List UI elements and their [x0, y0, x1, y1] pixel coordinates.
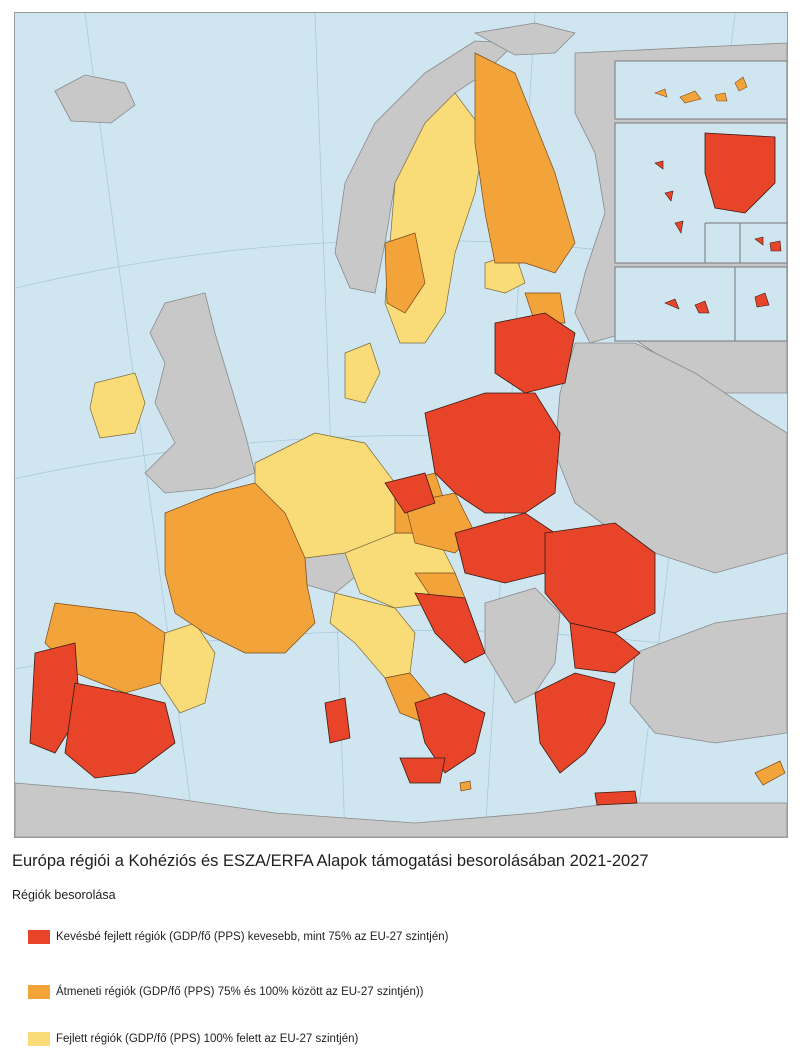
denmark [344, 342, 381, 404]
canary-islands-icon [654, 76, 748, 104]
czech-east [384, 472, 436, 514]
legend-swatch [28, 930, 50, 944]
malta [459, 780, 472, 792]
great-britain [144, 292, 256, 494]
map-frame [14, 12, 788, 838]
croatia [414, 592, 486, 664]
norway-north [473, 22, 576, 56]
caribbean-islands-icon [654, 160, 782, 252]
french-guiana-icon [704, 132, 776, 214]
map-title: Európa régiói a Kohéziós és ESZA/ERFA Al… [12, 852, 649, 870]
north-africa [15, 782, 787, 837]
legend-swatch [28, 1032, 50, 1046]
legend-title: Régiók besorolása [12, 888, 116, 902]
ireland [89, 372, 146, 439]
legend-label: Fejlett régiók (GDP/fő (PPS) 100% felett… [56, 1033, 359, 1045]
norway-sweden-north-transition [384, 232, 426, 314]
turkey [629, 612, 787, 744]
legend-item-transition: Átmeneti régiók (GDP/fő (PPS) 75% és 100… [28, 985, 424, 999]
latvia-lithuania [494, 312, 576, 394]
sardinia [324, 697, 351, 744]
greece [534, 672, 616, 774]
finland [474, 52, 576, 274]
france [164, 482, 316, 654]
legend-item-less-developed: Kevésbé fejlett régiók (GDP/fő (PPS) kev… [28, 930, 448, 944]
romania [544, 522, 656, 634]
less-developed-regions [29, 312, 656, 806]
western-balkans [484, 587, 561, 704]
sicily [399, 757, 446, 784]
cyprus [754, 760, 786, 786]
iceland [54, 74, 136, 124]
legend-item-more-developed: Fejlett régiók (GDP/fő (PPS) 100% felett… [28, 1032, 358, 1046]
legend-label: Kevésbé fejlett régiók (GDP/fő (PPS) kev… [56, 931, 449, 943]
bulgaria [569, 622, 641, 674]
legend-label: Átmeneti régiók (GDP/fő (PPS) 75% és 100… [56, 986, 424, 998]
outermost-regions-insets [614, 60, 787, 342]
spain-northeast [159, 622, 216, 714]
south-italy [414, 692, 486, 774]
europe-map [15, 13, 787, 837]
reunion-mayotte-icon [664, 292, 770, 314]
crete [594, 790, 638, 806]
spain-south [64, 682, 176, 779]
poland [424, 392, 561, 514]
legend-swatch [28, 985, 50, 999]
